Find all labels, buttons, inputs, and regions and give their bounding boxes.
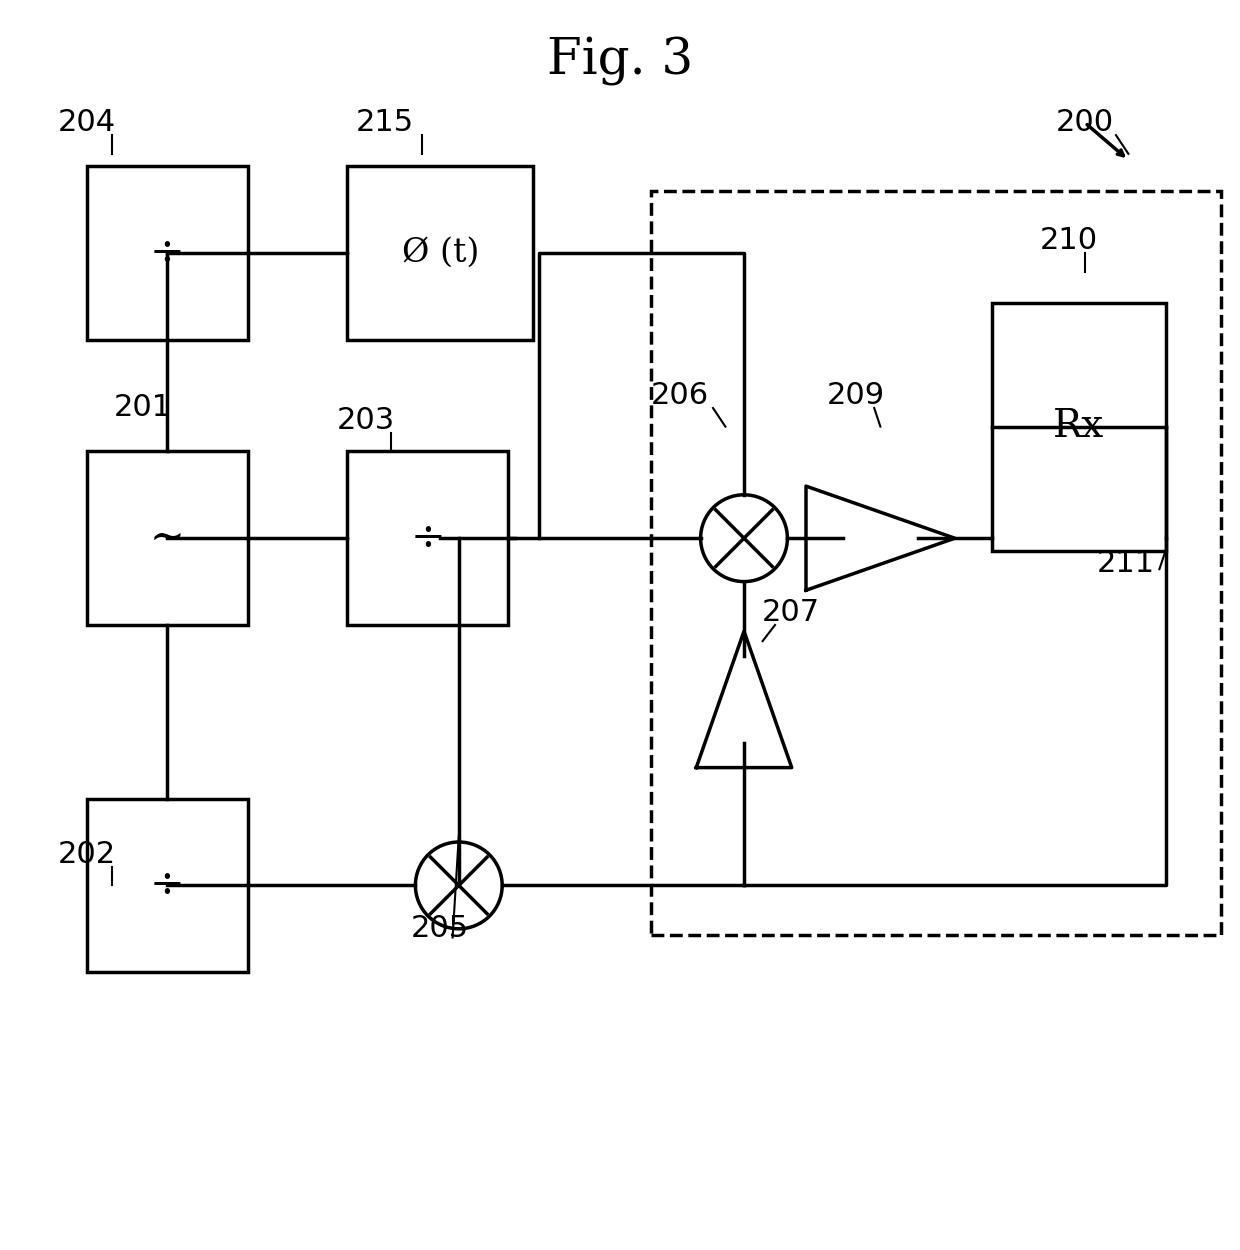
Text: Ø (t): Ø (t) xyxy=(402,238,479,269)
FancyBboxPatch shape xyxy=(87,451,248,625)
Text: Fig. 3: Fig. 3 xyxy=(547,36,693,85)
FancyBboxPatch shape xyxy=(347,166,533,340)
Text: ÷: ÷ xyxy=(150,232,185,274)
FancyBboxPatch shape xyxy=(87,166,248,340)
Text: 215: 215 xyxy=(356,109,413,138)
Text: Rx: Rx xyxy=(1053,408,1105,445)
Text: 202: 202 xyxy=(58,840,115,869)
Text: 211: 211 xyxy=(1097,549,1154,578)
Text: 204: 204 xyxy=(58,109,115,138)
Text: 203: 203 xyxy=(337,406,394,435)
Text: 201: 201 xyxy=(114,394,171,422)
FancyBboxPatch shape xyxy=(347,451,508,625)
Text: 200: 200 xyxy=(1056,109,1114,138)
Text: 206: 206 xyxy=(651,381,708,410)
Text: 210: 210 xyxy=(1040,226,1097,255)
FancyBboxPatch shape xyxy=(992,302,1166,550)
Text: ÷: ÷ xyxy=(410,518,445,559)
Text: ~: ~ xyxy=(150,518,185,559)
Text: ÷: ÷ xyxy=(150,865,185,906)
Text: 207: 207 xyxy=(763,598,820,628)
Text: 209: 209 xyxy=(827,381,884,410)
FancyBboxPatch shape xyxy=(87,799,248,972)
Text: 205: 205 xyxy=(412,914,469,944)
